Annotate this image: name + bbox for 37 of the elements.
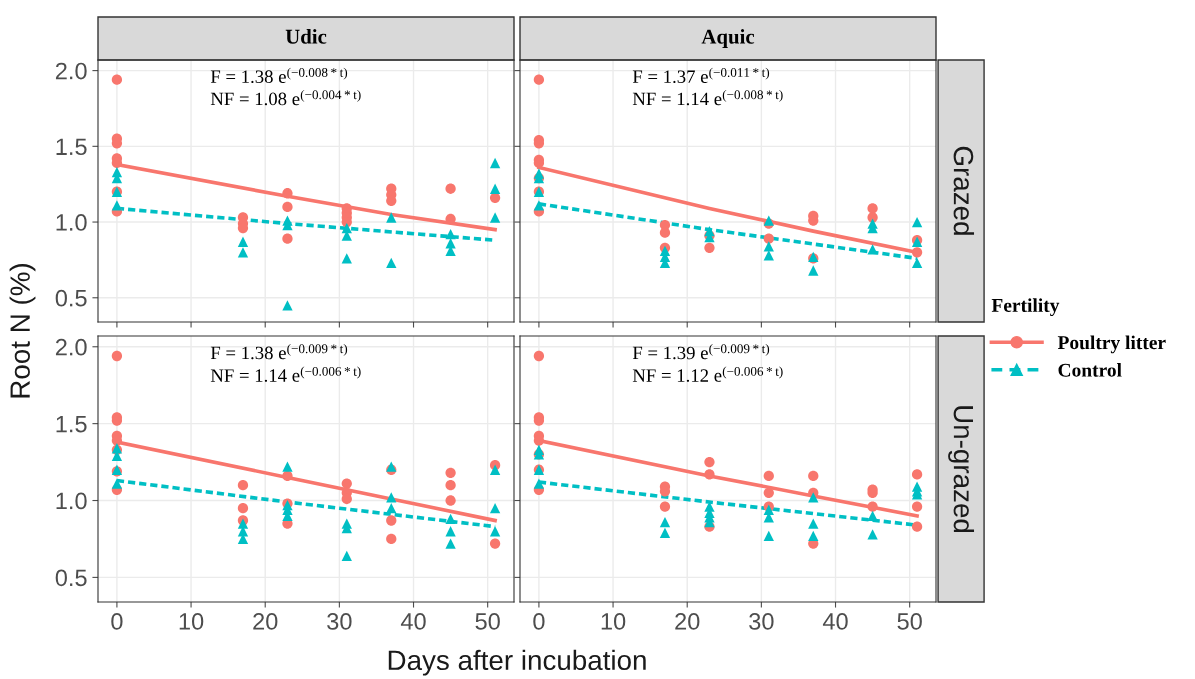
x-tick-label: 30 — [327, 613, 352, 630]
y-tick-label: 2.0 — [55, 62, 87, 80]
annotation: NF = 1.14 e$^{(−0.008*t)}$ — [632, 89, 783, 106]
annotation: F = 1.38 e$^{(−0.009*t)}$ — [210, 343, 348, 360]
annotation: NF = 1.08 e$^{(−0.004*t)}$ — [210, 89, 361, 106]
x-tick-label: 30 — [749, 613, 774, 630]
x-tick-label: 40 — [822, 613, 848, 630]
y-axis-title: Root N (%) — [9, 264, 36, 398]
chart-title: Aquic — [701, 29, 755, 48]
y2-axis-title: Un-grazed — [948, 406, 975, 533]
legend-title: Fertility — [991, 298, 1060, 316]
y-tick-label: 0.5 — [55, 569, 87, 587]
x-tick-label: 10 — [601, 613, 626, 630]
annotation: NF = 1.14 e$^{(−0.006*t)}$ — [210, 366, 361, 382]
y-tick-label: 0.5 — [55, 289, 87, 307]
x-tick-label: 10 — [179, 613, 204, 630]
x-tick-label: 20 — [253, 613, 278, 630]
x-tick-label: 0 — [533, 613, 545, 630]
y-tick-label: 1.5 — [56, 415, 87, 433]
x-tick-label: 0 — [111, 613, 123, 630]
x-tick-label: 50 — [475, 613, 500, 630]
legend-label: Poultry litter — [1057, 335, 1166, 354]
x-axis-title: Days after incubation — [388, 649, 646, 676]
chart-title: Udic — [285, 29, 327, 44]
x-tick-label: 50 — [897, 613, 922, 630]
y-tick-label: 1.5 — [56, 138, 87, 156]
y-tick-label: 1.0 — [56, 214, 87, 231]
annotation: F = 1.39 e$^{(−0.009*t)}$ — [632, 343, 770, 360]
x-tick-label: 20 — [675, 613, 700, 630]
y-tick-label: 2.0 — [55, 338, 87, 356]
annotation: F = 1.38 e$^{(−0.008*t)}$ — [210, 67, 348, 84]
y2-axis-title: Grazed — [953, 146, 975, 235]
annotation: F = 1.37 e$^{(−0.011*t)}$ — [632, 67, 770, 84]
y-tick-label: 1.0 — [56, 492, 87, 510]
legend-label: Control — [1058, 363, 1122, 377]
annotation: NF = 1.12 e$^{(−0.006*t)}$ — [632, 366, 783, 382]
x-tick-label: 40 — [400, 613, 426, 630]
